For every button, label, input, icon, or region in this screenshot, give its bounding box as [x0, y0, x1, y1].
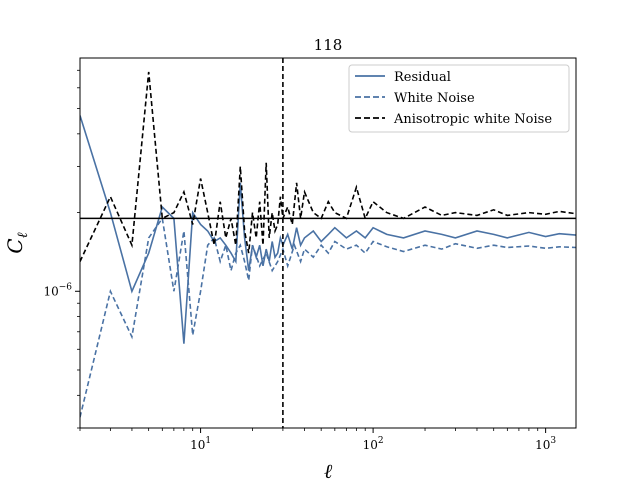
x-tick-label: 102 [363, 436, 384, 452]
axes: 101 102 103 10−6 [43, 69, 556, 452]
x-tick-label: 101 [190, 436, 211, 452]
chart-title: 118 [314, 36, 343, 54]
series-white-noise [80, 216, 576, 418]
plot-area [80, 58, 576, 428]
legend-frame [348, 64, 570, 133]
plot-frame [79, 57, 577, 429]
x-tick-label: 103 [535, 436, 556, 452]
y-axis-label-main: C [3, 238, 27, 253]
y-axis-label: Cℓ [3, 232, 31, 253]
svg-text:Cℓ: Cℓ [3, 232, 31, 253]
series-residual [80, 115, 576, 344]
legend-label-residual: Residual [394, 70, 451, 85]
legend: Residual White Noise Anisotropic white N… [348, 64, 570, 133]
legend-label-anisotropic: Anisotropic white Noise [393, 112, 552, 127]
y-axis-label-sub: ℓ [15, 232, 31, 238]
legend-label-white-noise: White Noise [394, 91, 475, 106]
y-tick-label: 10−6 [43, 282, 72, 298]
x-axis-label: ℓ [324, 459, 333, 480]
